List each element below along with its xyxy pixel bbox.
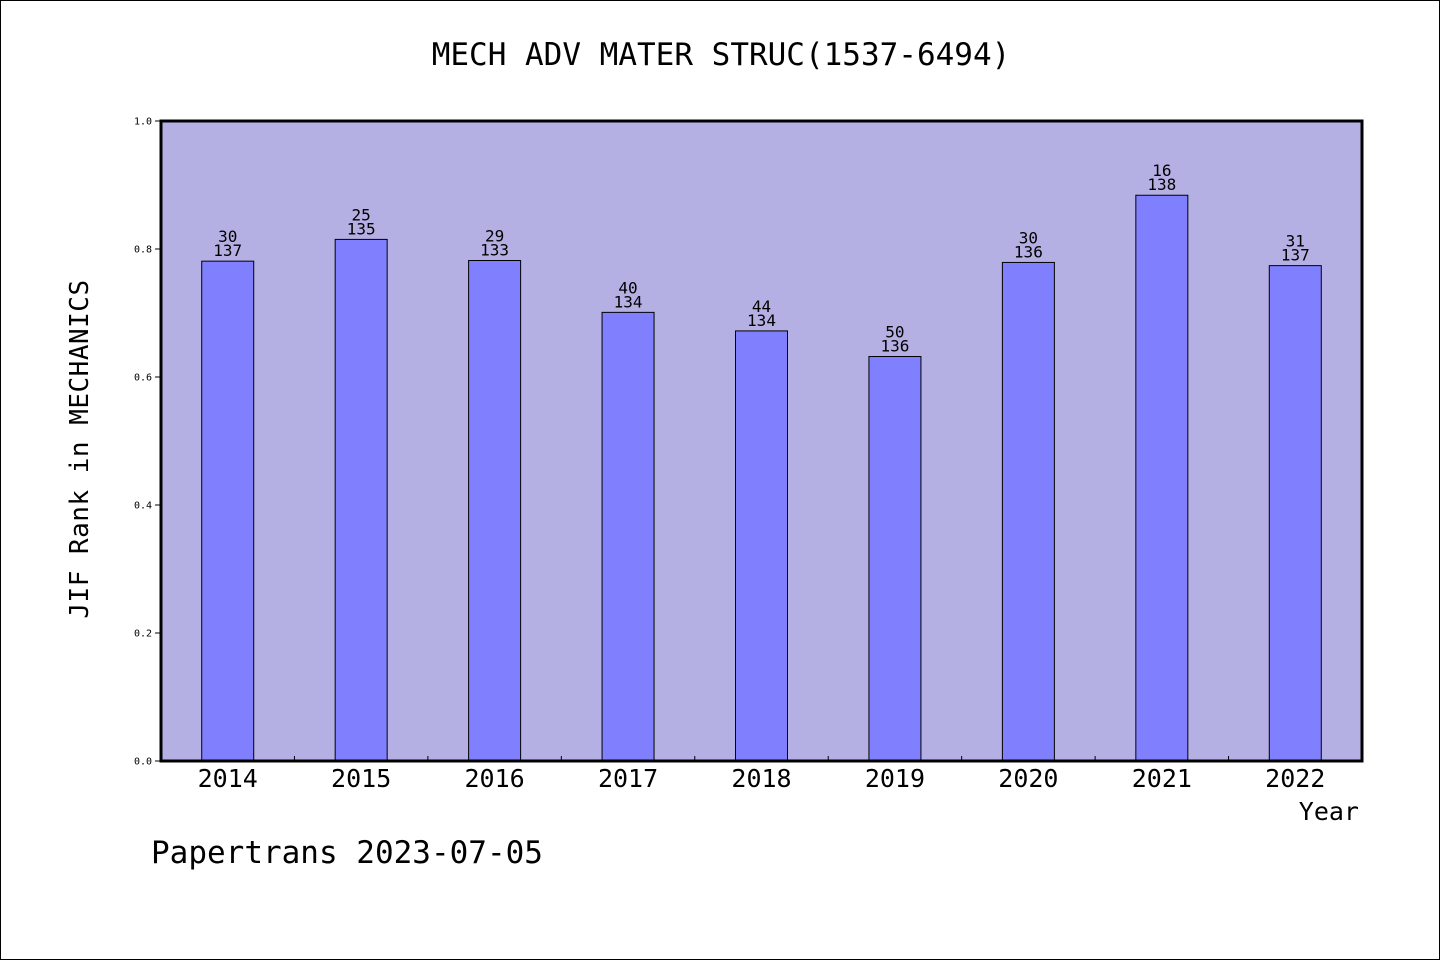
total-label-2021: 138 bbox=[1147, 175, 1176, 194]
y-tick-label: 0.8 bbox=[134, 245, 152, 256]
x-tick-label-2017: 2017 bbox=[598, 764, 658, 793]
bar-2017 bbox=[601, 311, 655, 762]
rank-label-2021: 16 bbox=[1152, 161, 1171, 180]
total-label-2016: 133 bbox=[480, 241, 509, 260]
rank-label-2020: 30 bbox=[1019, 228, 1038, 247]
bars-group bbox=[201, 194, 1322, 762]
bar-2015 bbox=[334, 238, 388, 762]
bar-2016 bbox=[468, 260, 522, 762]
y-tick-label: 0.2 bbox=[134, 629, 152, 640]
total-label-2020: 136 bbox=[1014, 242, 1043, 261]
x-tick-label-2015: 2015 bbox=[331, 764, 391, 793]
rank-label-2018: 44 bbox=[752, 297, 771, 316]
total-label-2022: 137 bbox=[1281, 246, 1310, 265]
x-tick-label-2018: 2018 bbox=[731, 764, 791, 793]
x-tick-label-2019: 2019 bbox=[865, 764, 925, 793]
x-tick-label-2016: 2016 bbox=[465, 764, 525, 793]
total-label-2018: 134 bbox=[747, 311, 776, 330]
y-tick-label: 1.0 bbox=[134, 117, 152, 128]
y-tick-label: 0.6 bbox=[134, 373, 152, 384]
bar-2018 bbox=[735, 330, 788, 762]
bar-2020 bbox=[1001, 261, 1055, 762]
y-axis-ticks: 0.0 0.2 0.4 0.6 0.8 1.0 bbox=[134, 117, 161, 768]
bar-2019 bbox=[868, 356, 922, 762]
rank-label-2022: 31 bbox=[1286, 232, 1305, 251]
x-tick-label-2021: 2021 bbox=[1132, 764, 1192, 793]
total-label-2019: 136 bbox=[880, 337, 909, 356]
total-label-2015: 135 bbox=[347, 219, 376, 238]
rank-label-2016: 29 bbox=[485, 227, 504, 246]
total-label-2014: 137 bbox=[213, 241, 242, 260]
x-axis-label: Year bbox=[1298, 797, 1359, 826]
x-tick-label-2022: 2022 bbox=[1265, 764, 1325, 793]
y-tick-label: 0.4 bbox=[134, 501, 152, 512]
bar-2014 bbox=[201, 260, 255, 762]
x-axis-ticks: 2014 2015 2016 2017 2018 2019 2020 2021 2022 bbox=[198, 756, 1325, 793]
rank-label-2017: 40 bbox=[618, 278, 637, 297]
footer-note: Papertrans 2023-07-05 bbox=[151, 835, 543, 871]
rank-label-2019: 50 bbox=[885, 323, 904, 342]
chart-title: MECH ADV MATER STRUC(1537-6494) bbox=[431, 37, 1011, 73]
total-label-2017: 134 bbox=[614, 292, 643, 311]
plot-frame bbox=[159, 119, 1364, 763]
x-tick-label-2014: 2014 bbox=[198, 764, 258, 793]
x-tick-label-2020: 2020 bbox=[998, 764, 1058, 793]
rank-label-2015: 25 bbox=[352, 205, 371, 224]
y-tick-label: 0.0 bbox=[134, 757, 152, 768]
bar-2022 bbox=[1268, 265, 1322, 762]
rank-label-2014: 30 bbox=[218, 227, 237, 246]
bar-2021 bbox=[1135, 194, 1189, 762]
